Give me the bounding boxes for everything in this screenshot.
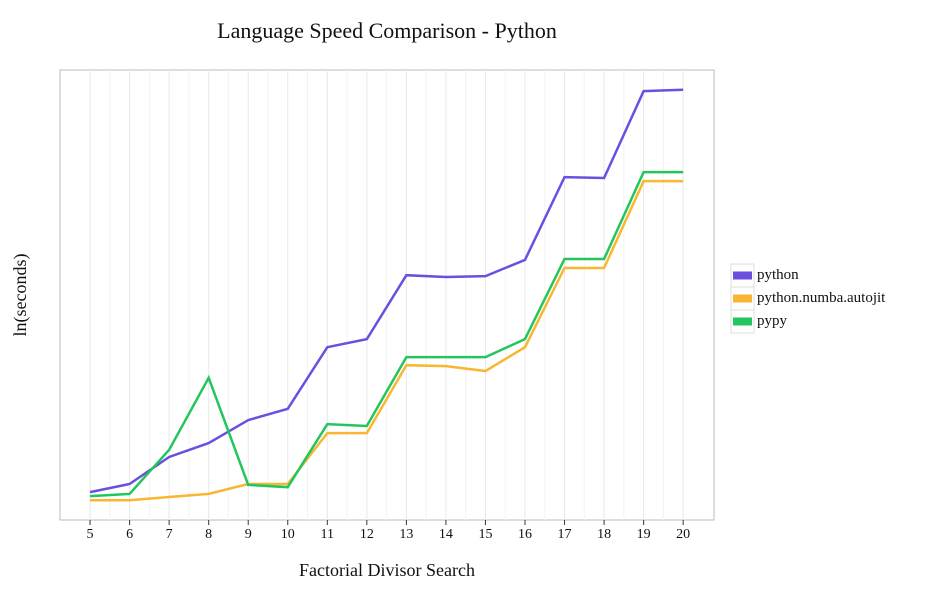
x-tick-label: 15 [478, 527, 492, 542]
x-tick-label: 19 [637, 527, 651, 542]
x-tick-label: 8 [205, 527, 212, 542]
series-line [89, 88, 684, 494]
series-line [89, 170, 684, 498]
x-tick-label: 17 [558, 527, 572, 542]
legend-label: pypy [757, 313, 788, 329]
x-tick-label: 6 [126, 527, 133, 542]
legend-label: python [757, 267, 799, 283]
x-tick-label: 5 [87, 527, 94, 542]
legend-swatch [733, 271, 752, 280]
x-tick-label: 16 [518, 527, 532, 542]
x-tick-label: 11 [321, 527, 334, 542]
x-tick-label: 18 [597, 527, 611, 542]
x-tick-label: 9 [245, 527, 252, 542]
legend-label: python.numba.autojit [757, 290, 886, 306]
x-tick-label: 14 [439, 527, 453, 542]
y-axis-title: ln(seconds) [10, 254, 31, 337]
legend-swatch [733, 317, 752, 326]
x-tick-label: 13 [399, 527, 413, 542]
x-axis-title: Factorial Divisor Search [299, 560, 475, 580]
chart-title: Language Speed Comparison - Python [217, 18, 557, 43]
x-tick-label: 20 [676, 527, 690, 542]
x-tick-label: 12 [360, 527, 374, 542]
x-tick-label: 7 [166, 527, 173, 542]
legend-swatch [733, 294, 752, 303]
series-line [90, 179, 684, 502]
x-tick-label: 10 [281, 527, 295, 542]
